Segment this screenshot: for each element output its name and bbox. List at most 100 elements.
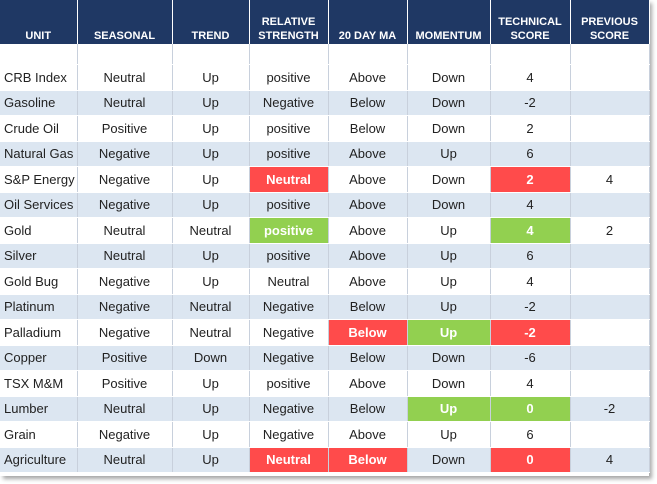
cell-previous-score: [570, 319, 650, 346]
cell-technical-score: -2: [490, 294, 571, 320]
cell-relative-strength: positive: [249, 64, 329, 91]
table-row: Gold Bug Negative Up Neutral Above Up 4: [0, 268, 650, 295]
cell-trend: Up: [172, 166, 250, 193]
cell-unit: Lumber: [0, 396, 78, 422]
cell-seasonal: Negative: [77, 192, 173, 218]
header-seasonal: SEASONAL: [77, 0, 173, 44]
cell-momentum: Down: [407, 370, 491, 397]
cell-seasonal: Negative: [77, 141, 173, 167]
table-row: Copper Positive Down Negative Below Down…: [0, 345, 650, 371]
header-relative-strength: RELATIVE STRENGTH: [249, 0, 329, 44]
cell-relative-strength: Negative: [249, 345, 329, 371]
cell-unit: Platinum: [0, 294, 78, 320]
cell-20-day-ma: Above: [328, 243, 408, 269]
cell-relative-strength: Negative: [249, 421, 329, 448]
cell-relative-strength: Negative: [249, 319, 329, 346]
cell-unit: Silver: [0, 243, 78, 269]
table-row: Crude Oil Positive Up positive Below Dow…: [0, 115, 650, 142]
cell-technical-score: 4: [490, 370, 571, 397]
cell-20-day-ma: Above: [328, 192, 408, 218]
technical-score-table-container: UNIT SEASONAL TREND RELATIVE STRENGTH 20…: [0, 0, 650, 473]
cell-seasonal: Negative: [77, 294, 173, 320]
cell-unit: Agriculture: [0, 447, 78, 473]
cell-technical-score: 2: [490, 166, 571, 193]
cell-previous-score: -2: [570, 396, 650, 422]
cell-technical-score: -6: [490, 345, 571, 371]
cell-relative-strength: Neutral: [249, 447, 329, 473]
cell-20-day-ma: Above: [328, 141, 408, 167]
cell-seasonal: Positive: [77, 345, 173, 371]
cell-unit: Natural Gas: [0, 141, 78, 167]
technical-score-table: UNIT SEASONAL TREND RELATIVE STRENGTH 20…: [0, 0, 650, 473]
table-row: CRB Index Neutral Up positive Above Down…: [0, 64, 650, 91]
table-row: Palladium Negative Neutral Negative Belo…: [0, 319, 650, 346]
cell-technical-score: 4: [490, 192, 571, 218]
cell-previous-score: [570, 192, 650, 218]
cell-20-day-ma: Above: [328, 217, 408, 244]
table-row: TSX M&M Positive Up positive Above Down …: [0, 370, 650, 397]
cell-momentum: Up: [407, 421, 491, 448]
cell-trend: Up: [172, 141, 250, 167]
table-row: Natural Gas Negative Up positive Above U…: [0, 141, 650, 167]
cell-technical-score: 0: [490, 396, 571, 422]
cell-momentum: Down: [407, 192, 491, 218]
cell-trend: Up: [172, 243, 250, 269]
cell-relative-strength: Negative: [249, 90, 329, 116]
cell-seasonal: Neutral: [77, 90, 173, 116]
cell-trend: Neutral: [172, 294, 250, 320]
cell-unit: TSX M&M: [0, 370, 78, 397]
cell-relative-strength: Negative: [249, 294, 329, 320]
cell-momentum: Up: [407, 294, 491, 320]
cell-trend: Up: [172, 64, 250, 91]
cell-momentum: Up: [407, 396, 491, 422]
cell-momentum: Down: [407, 447, 491, 473]
spacer-row: [0, 44, 650, 65]
table-row: Platinum Negative Neutral Negative Below…: [0, 294, 650, 320]
cell-previous-score: 4: [570, 447, 650, 473]
cell-seasonal: Negative: [77, 421, 173, 448]
table-row: Lumber Neutral Up Negative Below Up 0 -2: [0, 396, 650, 422]
cell-20-day-ma: Above: [328, 268, 408, 295]
cell-seasonal: Neutral: [77, 243, 173, 269]
cell-seasonal: Negative: [77, 166, 173, 193]
cell-unit: Palladium: [0, 319, 78, 346]
header-technical-score: TECHNICAL SCORE: [490, 0, 571, 44]
table-row: Gasoline Neutral Up Negative Below Down …: [0, 90, 650, 116]
cell-20-day-ma: Below: [328, 90, 408, 116]
cell-trend: Up: [172, 90, 250, 116]
cell-momentum: Down: [407, 166, 491, 193]
cell-previous-score: [570, 421, 650, 448]
cell-trend: Up: [172, 370, 250, 397]
cell-momentum: Down: [407, 115, 491, 142]
cell-technical-score: 2: [490, 115, 571, 142]
cell-unit: Gold: [0, 217, 78, 244]
cell-trend: Neutral: [172, 217, 250, 244]
cell-previous-score: [570, 64, 650, 91]
cell-relative-strength: positive: [249, 141, 329, 167]
cell-20-day-ma: Above: [328, 421, 408, 448]
cell-trend: Up: [172, 268, 250, 295]
cell-trend: Neutral: [172, 319, 250, 346]
cell-seasonal: Negative: [77, 268, 173, 295]
cell-unit: Gold Bug: [0, 268, 78, 295]
cell-unit: Grain: [0, 421, 78, 448]
cell-momentum: Up: [407, 268, 491, 295]
cell-momentum: Up: [407, 217, 491, 244]
table-row: S&P Energy Negative Up Neutral Above Dow…: [0, 166, 650, 193]
cell-trend: Up: [172, 115, 250, 142]
cell-seasonal: Neutral: [77, 447, 173, 473]
cell-technical-score: 6: [490, 243, 571, 269]
cell-trend: Up: [172, 192, 250, 218]
cell-relative-strength: Neutral: [249, 268, 329, 295]
cell-momentum: Down: [407, 90, 491, 116]
cell-20-day-ma: Below: [328, 447, 408, 473]
cell-technical-score: 6: [490, 421, 571, 448]
header-momentum: MOMENTUM: [407, 0, 491, 44]
cell-previous-score: [570, 345, 650, 371]
cell-momentum: Down: [407, 64, 491, 91]
cell-seasonal: Positive: [77, 115, 173, 142]
cell-momentum: Up: [407, 319, 491, 346]
cell-20-day-ma: Below: [328, 345, 408, 371]
cell-relative-strength: Neutral: [249, 166, 329, 193]
table-row: Gold Neutral Neutral positive Above Up 4…: [0, 217, 650, 244]
